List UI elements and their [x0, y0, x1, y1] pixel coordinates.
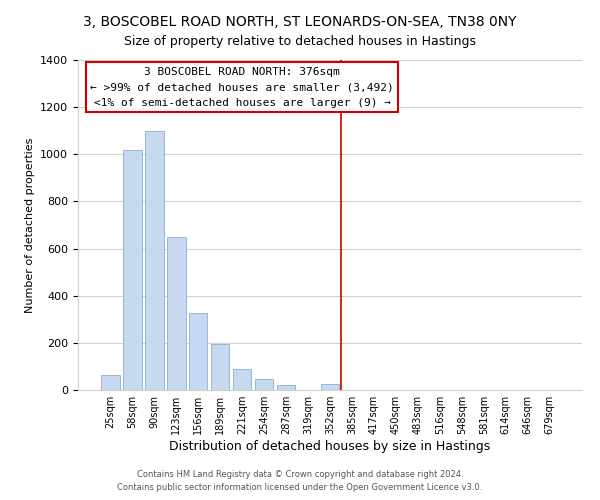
- Bar: [123, 150, 142, 390]
- X-axis label: Distribution of detached houses by size in Hastings: Distribution of detached houses by size …: [169, 440, 491, 453]
- Bar: [233, 369, 251, 390]
- Text: Contains HM Land Registry data © Crown copyright and database right 2024.
Contai: Contains HM Land Registry data © Crown c…: [118, 470, 482, 492]
- Text: 3 BOSCOBEL ROAD NORTH: 376sqm
← >99% of detached houses are smaller (3,492)
<1% : 3 BOSCOBEL ROAD NORTH: 376sqm ← >99% of …: [90, 66, 394, 108]
- Text: Size of property relative to detached houses in Hastings: Size of property relative to detached ho…: [124, 35, 476, 48]
- Y-axis label: Number of detached properties: Number of detached properties: [25, 138, 35, 312]
- Bar: [145, 130, 164, 390]
- Bar: [320, 384, 340, 390]
- Bar: [255, 378, 274, 390]
- Bar: [211, 344, 229, 390]
- Bar: [101, 374, 119, 390]
- Bar: [167, 237, 185, 390]
- Text: 3, BOSCOBEL ROAD NORTH, ST LEONARDS-ON-SEA, TN38 0NY: 3, BOSCOBEL ROAD NORTH, ST LEONARDS-ON-S…: [83, 15, 517, 29]
- Bar: [189, 314, 208, 390]
- Bar: [277, 385, 295, 390]
